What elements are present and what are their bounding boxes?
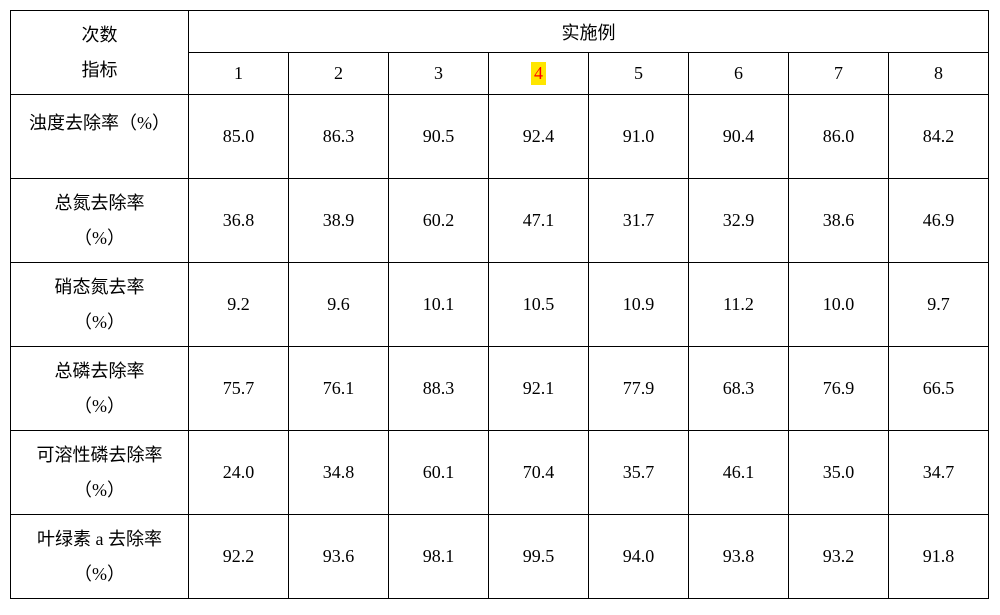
data-cell: 36.8 — [189, 179, 289, 263]
table-row: 总氮去除率 （%） 36.8 38.9 60.2 47.1 31.7 32.9 … — [11, 179, 989, 263]
row-label: 总磷去除率 （%） — [11, 347, 189, 431]
row-label: 总氮去除率 （%） — [11, 179, 189, 263]
table-row: 总磷去除率 （%） 75.7 76.1 88.3 92.1 77.9 68.3 … — [11, 347, 989, 431]
data-cell: 93.6 — [289, 515, 389, 599]
data-cell: 88.3 — [389, 347, 489, 431]
data-cell: 90.5 — [389, 95, 489, 179]
data-cell: 75.7 — [189, 347, 289, 431]
data-cell: 93.2 — [789, 515, 889, 599]
data-cell: 99.5 — [489, 515, 589, 599]
row-label: 浊度去除率（%） — [11, 95, 189, 179]
data-cell: 84.2 — [889, 95, 989, 179]
col-header-7: 7 — [789, 53, 889, 95]
row-label: 可溶性磷去除率 （%） — [11, 431, 189, 515]
data-cell: 32.9 — [689, 179, 789, 263]
data-cell: 11.2 — [689, 263, 789, 347]
data-cell: 77.9 — [589, 347, 689, 431]
data-cell: 46.9 — [889, 179, 989, 263]
col-header-2: 2 — [289, 53, 389, 95]
data-cell: 24.0 — [189, 431, 289, 515]
data-cell: 91.8 — [889, 515, 989, 599]
data-cell: 10.5 — [489, 263, 589, 347]
table-row: 可溶性磷去除率 （%） 24.0 34.8 60.1 70.4 35.7 46.… — [11, 431, 989, 515]
col-header-8: 8 — [889, 53, 989, 95]
row-header-top: 次数 — [82, 18, 118, 52]
row-label: 叶绿素 a 去除率 （%） — [11, 515, 189, 599]
data-cell: 93.8 — [689, 515, 789, 599]
col-header-5: 5 — [589, 53, 689, 95]
data-cell: 94.0 — [589, 515, 689, 599]
data-cell: 86.0 — [789, 95, 889, 179]
data-cell: 10.9 — [589, 263, 689, 347]
highlighted-col-header: 4 — [531, 62, 546, 85]
group-header: 实施例 — [189, 11, 989, 53]
data-cell: 90.4 — [689, 95, 789, 179]
data-cell: 76.1 — [289, 347, 389, 431]
row-header-bottom: 指标 — [82, 53, 118, 87]
data-cell: 38.9 — [289, 179, 389, 263]
col-header-4: 4 — [489, 53, 589, 95]
data-cell: 31.7 — [589, 179, 689, 263]
data-cell: 10.0 — [789, 263, 889, 347]
data-cell: 46.1 — [689, 431, 789, 515]
row-header-label: 次数 指标 — [11, 11, 189, 95]
data-cell: 34.8 — [289, 431, 389, 515]
data-cell: 10.1 — [389, 263, 489, 347]
data-cell: 70.4 — [489, 431, 589, 515]
table-body: 浊度去除率（%） 85.0 86.3 90.5 92.4 91.0 90.4 8… — [11, 95, 989, 599]
data-cell: 9.7 — [889, 263, 989, 347]
data-cell: 92.2 — [189, 515, 289, 599]
data-cell: 85.0 — [189, 95, 289, 179]
data-cell: 86.3 — [289, 95, 389, 179]
data-cell: 35.7 — [589, 431, 689, 515]
data-cell: 9.6 — [289, 263, 389, 347]
data-cell: 38.6 — [789, 179, 889, 263]
data-cell: 35.0 — [789, 431, 889, 515]
data-cell: 60.2 — [389, 179, 489, 263]
data-cell: 47.1 — [489, 179, 589, 263]
col-header-3: 3 — [389, 53, 489, 95]
table-row: 硝态氮去率 （%） 9.2 9.6 10.1 10.5 10.9 11.2 10… — [11, 263, 989, 347]
table-row: 浊度去除率（%） 85.0 86.3 90.5 92.4 91.0 90.4 8… — [11, 95, 989, 179]
data-cell: 91.0 — [589, 95, 689, 179]
col-header-6: 6 — [689, 53, 789, 95]
col-header-1: 1 — [189, 53, 289, 95]
data-cell: 98.1 — [389, 515, 489, 599]
results-table: 次数 指标 实施例 1 2 3 4 5 6 7 8 浊度去除率（%） 85.0 … — [10, 10, 989, 599]
table-row: 叶绿素 a 去除率 （%） 92.2 93.6 98.1 99.5 94.0 9… — [11, 515, 989, 599]
data-cell: 34.7 — [889, 431, 989, 515]
data-cell: 92.4 — [489, 95, 589, 179]
data-cell: 76.9 — [789, 347, 889, 431]
data-cell: 92.1 — [489, 347, 589, 431]
data-cell: 60.1 — [389, 431, 489, 515]
data-cell: 68.3 — [689, 347, 789, 431]
row-label: 硝态氮去率 （%） — [11, 263, 189, 347]
data-cell: 66.5 — [889, 347, 989, 431]
data-cell: 9.2 — [189, 263, 289, 347]
